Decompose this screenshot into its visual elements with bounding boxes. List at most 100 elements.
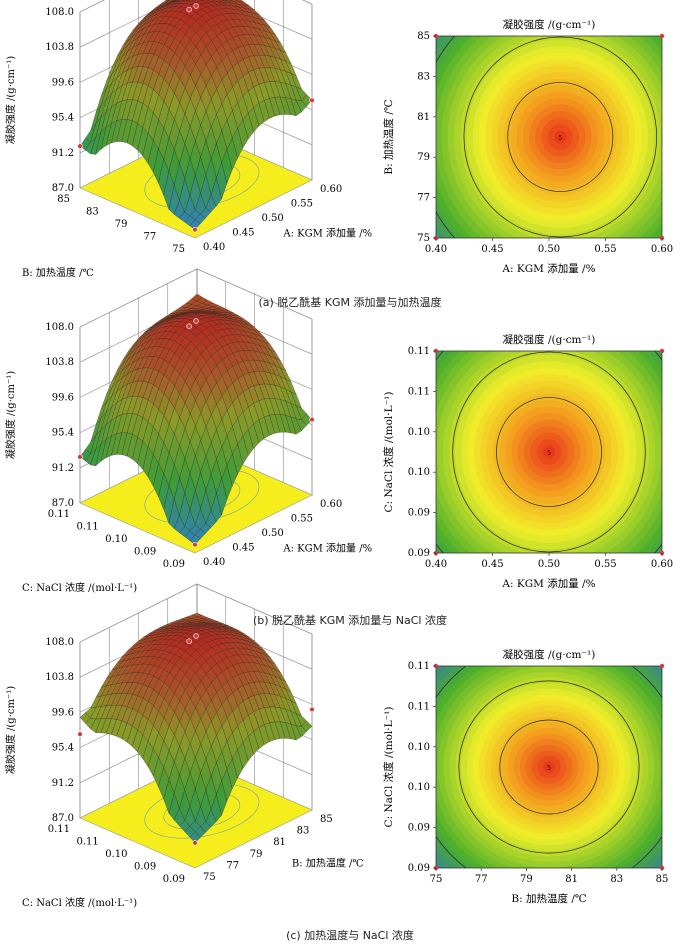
contour-line [496,397,602,507]
x-tick-label: 0.40 [425,244,447,255]
y-tick-label: 0.10 [408,427,430,438]
y-tick-label: 77 [417,193,430,204]
x-axis-label: B: 加热温度 /℃ [511,892,586,905]
y-tick-label: 0.09 [408,508,430,519]
x-tick-label: 85 [656,874,669,885]
x-tick-label: 83 [610,874,623,885]
z-tick-label: 103.8 [45,42,74,53]
y-tick-label: 0.10 [408,467,430,478]
x-tick-label: 0.45 [232,228,254,239]
x-tick-label: 0.60 [320,499,342,510]
y-axis: 75 77 79 81 83 85 B: 加热温度 /℃ [382,31,436,244]
z-tick-label: 95.4 [52,428,74,439]
z-tick-label: 103.8 [45,672,74,683]
y-tick-label: 75 [172,244,185,255]
y-tick-label: 75 [417,233,430,244]
center-point-label: 5 [547,765,551,772]
contour-line [463,36,657,238]
y-tick-label: 85 [417,31,430,42]
y-axis-label: C: NaCl 浓度 /(mol·L⁻¹) [22,896,137,909]
z-tick-label: 91.2 [52,778,74,789]
z-tick-label: 87.0 [52,183,74,194]
design-point [309,706,315,713]
design-point [77,454,83,460]
x-axis-label: A: KGM 添加量 /% [282,227,372,240]
z-tick-label: 95.4 [52,743,74,754]
design-point [186,323,192,329]
y-tick-label: 0.11 [408,701,430,712]
x-axis-label: B: 加热温度 /℃ [292,857,364,870]
z-tick-label: 108.0 [45,322,74,333]
field-band [543,761,555,773]
design-point [186,638,192,644]
design-point [186,6,192,13]
z-tick-label: 91.2 [52,463,74,474]
x-tick-label: 0.45 [481,244,503,255]
x-axis: 0.40 0.45 0.50 0.55 0.60 A: KGM 添加量 /% [203,184,372,253]
corner-point [659,348,665,354]
y-tick-label: 0.11 [408,346,430,357]
x-tick-label: 0.60 [651,559,673,570]
z-tick-label: 95.4 [52,113,74,124]
z-tick-label: 99.6 [52,392,74,403]
contour-line [452,351,646,553]
design-point [193,3,199,9]
x-axis: 75 77 79 81 83 85 B: 加热温度 /℃ [203,814,364,883]
design-point [192,541,198,548]
z-tick-label: 108.0 [45,637,74,648]
contour-lines [436,351,662,553]
y-axis-label: B: 加热温度 /℃ [382,99,395,174]
y-tick-label: 0.11 [408,661,430,672]
y-tick-label: 0.09 [408,863,430,874]
surface-mesh [79,0,313,230]
design-point [192,226,198,233]
x-tick-label: 79 [520,874,533,885]
x-tick-label: 81 [565,874,578,885]
surface-cell [189,831,201,844]
filled-field [436,351,662,553]
z-axis-label: 凝胶强度 /(g·cm⁻¹) [4,56,17,144]
x-tick-label: 0.55 [291,199,313,210]
x-tick-label: 79 [250,849,263,860]
x-tick-label: 0.50 [538,244,560,255]
y-axis: 75 77 79 83 85 B: 加热温度 /℃ [22,194,185,279]
z-tick-label: 103.8 [45,357,74,368]
design-point [193,318,199,324]
design-point [77,143,83,149]
field-band [542,445,556,459]
z-tick-label: 99.6 [52,77,74,88]
x-axis: 0.40 0.45 0.50 0.55 0.60 A: KGM 添加量 /% [203,499,372,568]
contour-plot-c: 5 凝胶强度 /(g·cm⁻¹) 75 77 79 81 83 85 B: 加热温度 /℃ 0.0… [382,648,669,905]
z-tick-label: 87.0 [52,498,74,509]
contour-plot-a: 5 凝胶强度 /(g·cm⁻¹) 0.40 0.45 0.50 0.55 0.60 A: KG… [382,18,673,275]
x-tick-label: 0.45 [232,543,254,554]
z-tick-label: 91.2 [52,148,74,159]
y-tick-label: 0.11 [76,837,98,848]
surface-mesh [79,612,313,844]
contour-title: 凝胶强度 /(g·cm⁻¹) [503,648,596,661]
caption-a: (a) 脱乙酰基 KGM 添加量与加热温度 [258,296,442,309]
contour-plot-b: 5 凝胶强度 /(g·cm⁻¹) 0.40 0.45 0.50 0.55 0.60 A: KG… [382,333,673,590]
x-tick-label: 0.40 [203,242,225,253]
y-tick-label: 0.10 [408,782,430,793]
x-tick-label: 77 [226,860,239,871]
field-band [554,130,567,144]
y-tick-label: 0.11 [408,386,430,397]
surface-cell [189,534,201,545]
x-tick-label: 0.60 [320,184,342,195]
filled-field [436,36,662,238]
x-axis: 75 77 79 81 83 85 B: 加热温度 /℃ [430,868,669,905]
x-axis: 0.40 0.45 0.50 0.55 0.60 A: KGM 添加量 /% [425,553,673,590]
contour-line [499,719,599,815]
x-tick-label: 0.45 [481,559,503,570]
caption-c: (c) 加热温度与 NaCl 浓度 [286,929,414,942]
contour-lines [436,666,662,868]
surface-plot-b: 87.0 91.2 95.4 99.6 103.8 108.0 凝胶强度 /(g·cm⁻¹)… [4,268,372,594]
contour-line [507,82,614,192]
z-axis-label: 凝胶强度 /(g·cm⁻¹) [4,686,17,774]
y-tick-label: 85 [57,194,70,205]
y-tick-label: 77 [144,232,157,243]
y-axis-label: C: NaCl 浓度 /(mol·L⁻¹) [382,392,395,513]
contour-line [458,680,640,854]
